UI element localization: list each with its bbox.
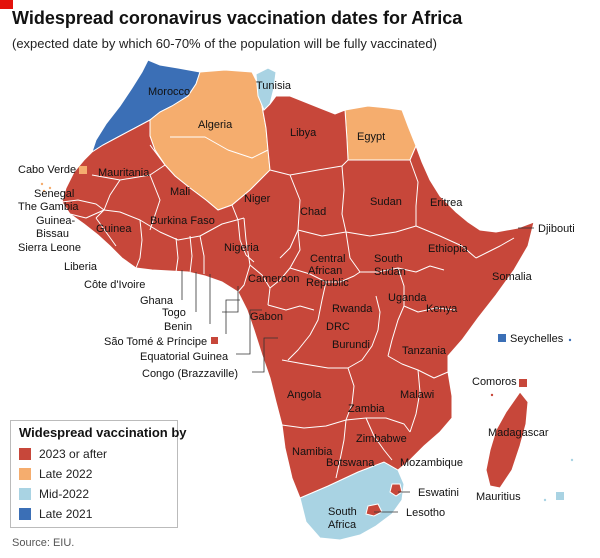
label-mali: Mali bbox=[170, 186, 190, 198]
legend-swatch bbox=[19, 468, 31, 480]
label-algeria: Algeria bbox=[198, 119, 233, 131]
chart-subtitle: (expected date by which 60-70% of the po… bbox=[12, 36, 437, 51]
label-somalia: Somalia bbox=[492, 271, 533, 283]
label-rwanda: Rwanda bbox=[332, 303, 373, 315]
legend-item-label: Mid-2022 bbox=[39, 487, 90, 501]
label-ethiopia: Ethiopia bbox=[428, 243, 469, 255]
label-ghana: Ghana bbox=[140, 295, 174, 307]
label-botswana: Botswana bbox=[326, 457, 375, 469]
label-togo: Togo bbox=[162, 307, 186, 319]
legend-title: Widespread vaccination by bbox=[19, 425, 187, 440]
label-mozambique: Mozambique bbox=[400, 457, 463, 469]
label-seychelles: Seychelles bbox=[510, 333, 564, 345]
label-sao-tome: São Tomé & Príncipe bbox=[104, 336, 207, 348]
label-benin: Benin bbox=[164, 321, 192, 333]
source-note: Source: EIU. bbox=[12, 537, 75, 549]
legend-item: Late 2022 bbox=[19, 464, 169, 484]
label-gabon: Gabon bbox=[250, 311, 283, 323]
label-morocco: Morocco bbox=[148, 86, 190, 98]
label-eritrea: Eritrea bbox=[430, 197, 463, 209]
label-zimbabwe: Zimbabwe bbox=[356, 433, 407, 445]
label-cote-divoire: Côte d'Ivoire bbox=[84, 279, 145, 291]
label-egypt: Egypt bbox=[357, 131, 385, 143]
label-zambia: Zambia bbox=[348, 403, 386, 415]
country-labels: Morocco Tunisia Algeria Libya Egypt Cabo… bbox=[18, 80, 575, 531]
label-angola: Angola bbox=[287, 389, 322, 401]
label-burkina-faso: Burkina Faso bbox=[150, 215, 215, 227]
regions bbox=[61, 59, 535, 541]
label-liberia: Liberia bbox=[64, 261, 98, 273]
region-c2023-eswatini bbox=[389, 483, 403, 497]
label-djibouti: Djibouti bbox=[538, 223, 575, 235]
label-sudan: Sudan bbox=[370, 196, 402, 208]
label-cabo-verde: Cabo Verde bbox=[18, 164, 76, 176]
label-car-2: African bbox=[308, 265, 342, 277]
label-guinea: Guinea bbox=[96, 223, 132, 235]
label-malawi: Malawi bbox=[400, 389, 434, 401]
region-c2023-mainland bbox=[61, 95, 535, 499]
label-uganda: Uganda bbox=[388, 292, 427, 304]
label-tanzania: Tanzania bbox=[402, 345, 447, 357]
legend: Widespread vaccination by 2023 or after … bbox=[10, 420, 187, 528]
island-markers bbox=[40, 166, 574, 502]
label-burundi: Burundi bbox=[332, 339, 370, 351]
label-sierra-leone: Sierra Leone bbox=[18, 242, 81, 254]
label-tunisia: Tunisia bbox=[256, 80, 292, 92]
label-drc: DRC bbox=[326, 321, 350, 333]
leader-lines bbox=[181, 227, 534, 513]
legend-item: Mid-2022 bbox=[19, 484, 169, 504]
label-niger: Niger bbox=[244, 193, 271, 205]
legend-item-label: 2023 or after bbox=[39, 447, 108, 461]
brand-mark bbox=[0, 0, 13, 9]
label-congo-brazzaville: Congo (Brazzaville) bbox=[142, 368, 238, 380]
label-libya: Libya bbox=[290, 127, 317, 139]
label-south-africa-1: South bbox=[328, 506, 357, 518]
legend-item-label: Late 2022 bbox=[39, 467, 93, 481]
region-mid2022 bbox=[255, 67, 277, 111]
label-car-1: Central bbox=[310, 253, 345, 265]
label-namibia: Namibia bbox=[292, 446, 333, 458]
legend-item: Late 2021 bbox=[19, 504, 169, 524]
label-comoros: Comoros bbox=[472, 376, 517, 388]
label-south-sudan-2: Sudan bbox=[374, 266, 406, 278]
legend-item: 2023 or after bbox=[19, 444, 169, 464]
label-chad: Chad bbox=[300, 206, 326, 218]
region-c2023-lesotho bbox=[365, 503, 383, 517]
label-senegal: Senegal bbox=[34, 188, 74, 200]
label-kenya: Kenya bbox=[426, 303, 458, 315]
legend-item-label: Late 2021 bbox=[39, 507, 93, 521]
region-c2023-madagascar bbox=[485, 391, 529, 489]
legend-swatch bbox=[19, 488, 31, 500]
label-guinea-bissau-1: Guinea- bbox=[36, 215, 75, 227]
chart-title: Widespread coronavirus vaccination dates… bbox=[12, 8, 463, 28]
country-borders bbox=[61, 136, 515, 479]
label-guinea-bissau-2: Bissau bbox=[36, 228, 69, 240]
label-mauritius: Mauritius bbox=[476, 491, 521, 503]
label-south-sudan-1: South bbox=[374, 253, 403, 265]
label-lesotho: Lesotho bbox=[406, 507, 445, 519]
label-the-gambia: The Gambia bbox=[18, 201, 79, 213]
label-madagascar: Madagascar bbox=[488, 427, 549, 439]
legend-swatch bbox=[19, 508, 31, 520]
label-south-africa-2: Africa bbox=[328, 519, 357, 531]
legend-swatch bbox=[19, 448, 31, 460]
label-nigeria: Nigeria bbox=[224, 242, 260, 254]
label-equatorial-guinea: Equatorial Guinea bbox=[140, 351, 229, 363]
label-car-3: Republic bbox=[306, 277, 349, 289]
label-mauritania: Mauritania bbox=[98, 167, 150, 179]
label-eswatini: Eswatini bbox=[418, 487, 459, 499]
label-cameroon: Cameroon bbox=[248, 273, 299, 285]
